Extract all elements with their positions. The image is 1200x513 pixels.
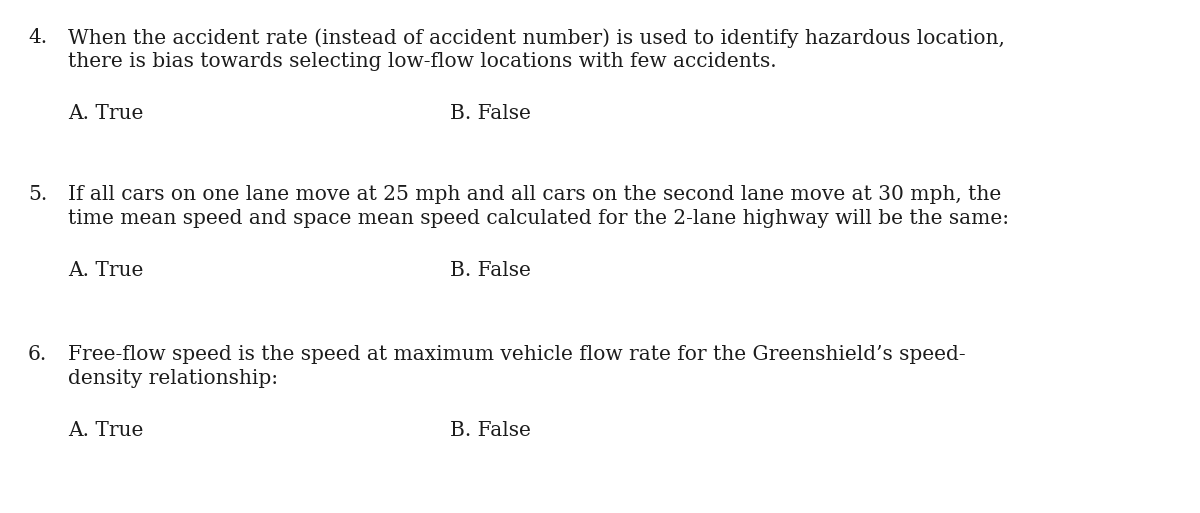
Text: A. True: A. True: [68, 104, 143, 123]
Text: 5.: 5.: [28, 185, 47, 204]
Text: If all cars on one lane move at 25 mph and all cars on the second lane move at 3: If all cars on one lane move at 25 mph a…: [68, 185, 1001, 204]
Text: density relationship:: density relationship:: [68, 369, 278, 388]
Text: 6.: 6.: [28, 345, 47, 364]
Text: B. False: B. False: [450, 421, 530, 440]
Text: A. True: A. True: [68, 421, 143, 440]
Text: B. False: B. False: [450, 261, 530, 280]
Text: Free-flow speed is the speed at maximum vehicle flow rate for the Greenshield’s : Free-flow speed is the speed at maximum …: [68, 345, 966, 364]
Text: there is bias towards selecting low-flow locations with few accidents.: there is bias towards selecting low-flow…: [68, 52, 776, 71]
Text: When the accident rate (instead of accident number) is used to identify hazardou: When the accident rate (instead of accid…: [68, 28, 1004, 48]
Text: B. False: B. False: [450, 104, 530, 123]
Text: 4.: 4.: [28, 28, 47, 47]
Text: time mean speed and space mean speed calculated for the 2-lane highway will be t: time mean speed and space mean speed cal…: [68, 209, 1009, 228]
Text: A. True: A. True: [68, 261, 143, 280]
